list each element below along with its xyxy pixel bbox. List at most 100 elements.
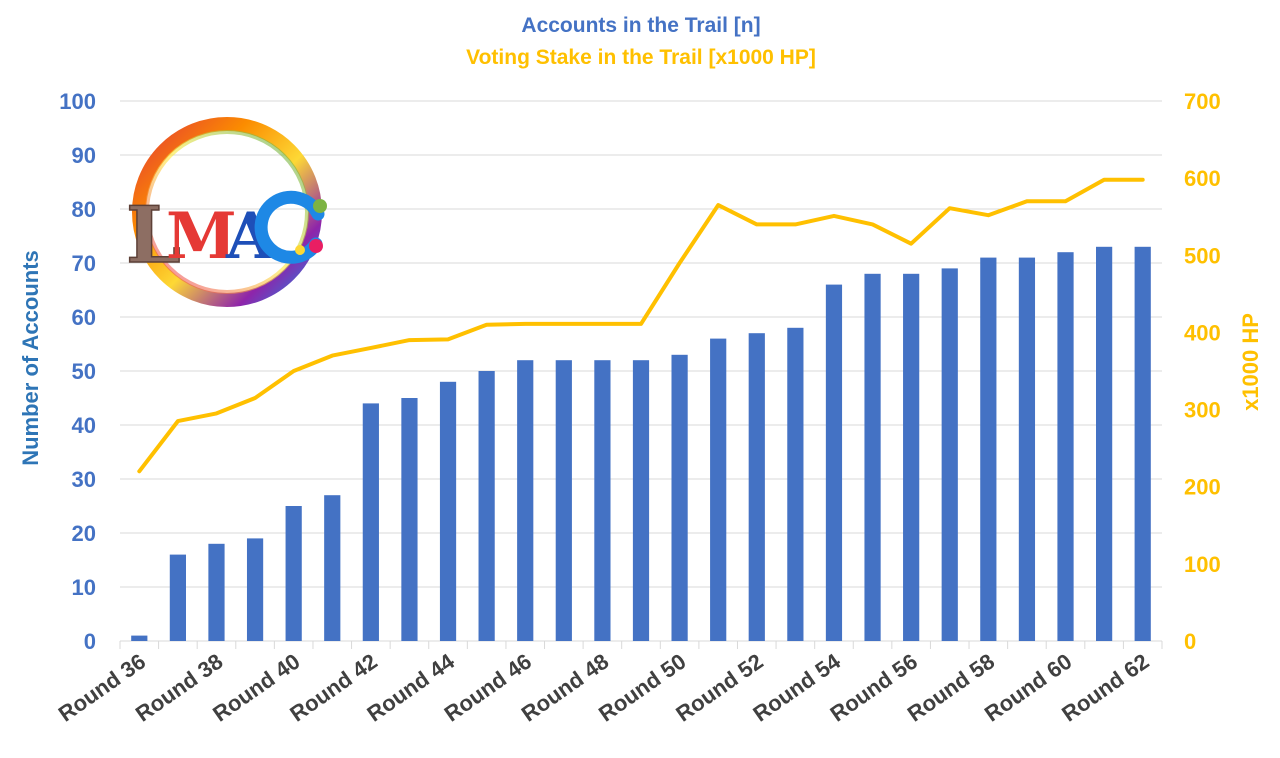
y2-axis-title: x1000 HP bbox=[1238, 313, 1263, 411]
line-point bbox=[756, 223, 758, 225]
y2-tick-label: 0 bbox=[1184, 629, 1196, 654]
y2-tick-label: 600 bbox=[1184, 166, 1221, 191]
bar bbox=[594, 360, 611, 641]
line-point bbox=[872, 223, 874, 225]
bar bbox=[1096, 246, 1113, 642]
bar bbox=[748, 333, 765, 641]
bar bbox=[1057, 252, 1074, 641]
line-point bbox=[794, 223, 796, 225]
x-tick-label: Round 46 bbox=[440, 649, 536, 727]
bar bbox=[632, 360, 650, 641]
line-point bbox=[331, 355, 333, 357]
bar bbox=[131, 635, 148, 641]
logo-dot-green bbox=[313, 199, 327, 213]
bar bbox=[941, 268, 958, 641]
logo-letter-l: L bbox=[126, 190, 181, 281]
chart-title: Accounts in the Trail [n] bbox=[521, 14, 760, 37]
y-tick-label: 50 bbox=[72, 359, 96, 384]
x-tick-label: Round 42 bbox=[285, 649, 381, 727]
y2-tick-label: 400 bbox=[1184, 320, 1221, 345]
bar bbox=[285, 506, 302, 641]
x-tick-label: Round 50 bbox=[594, 649, 690, 727]
x-tick-label: Round 48 bbox=[517, 649, 613, 727]
bar bbox=[208, 543, 225, 641]
bar bbox=[903, 273, 920, 641]
bar bbox=[169, 554, 186, 641]
y-tick-label: 30 bbox=[72, 467, 96, 492]
line-point bbox=[949, 207, 951, 209]
bar bbox=[864, 273, 881, 641]
y-tick-label: 0 bbox=[84, 629, 96, 654]
logo-dot-pink bbox=[309, 239, 323, 253]
y-tick-label: 60 bbox=[72, 305, 96, 330]
y-tick-label: 90 bbox=[72, 143, 96, 168]
bar bbox=[478, 371, 495, 641]
x-tick-label: Round 36 bbox=[54, 649, 150, 727]
y2-tick-label: 500 bbox=[1184, 243, 1221, 268]
bar bbox=[825, 284, 843, 641]
left-axis-ticks: 0 10 20 30 40 50 60 70 80 90 100 bbox=[59, 89, 96, 654]
line-point bbox=[910, 243, 912, 245]
bar bbox=[787, 327, 804, 641]
y2-tick-label: 100 bbox=[1184, 552, 1221, 577]
logo-letter-m: M bbox=[166, 199, 237, 274]
y-axis-title: Number of Accounts bbox=[18, 250, 43, 466]
line-point bbox=[1142, 179, 1144, 181]
bar bbox=[555, 360, 572, 641]
x-tick-label: Round 52 bbox=[671, 649, 767, 727]
logo-ring-inner bbox=[145, 130, 309, 294]
y-tick-label: 20 bbox=[72, 521, 96, 546]
y2-tick-label: 300 bbox=[1184, 398, 1221, 423]
bar bbox=[324, 495, 341, 641]
line-point bbox=[486, 324, 488, 326]
line-point bbox=[1065, 200, 1067, 202]
line-point bbox=[987, 214, 989, 216]
line-point bbox=[563, 323, 565, 325]
x-tick-label: Round 40 bbox=[208, 649, 304, 727]
x-tick-label: Round 38 bbox=[131, 649, 227, 727]
line-point bbox=[679, 262, 681, 264]
line-point bbox=[717, 204, 719, 206]
logo-letter-c bbox=[254, 190, 325, 264]
bar bbox=[710, 338, 727, 641]
y-tick-label: 10 bbox=[72, 575, 96, 600]
y-tick-label: 70 bbox=[72, 251, 96, 276]
line-point bbox=[408, 339, 410, 341]
line-point bbox=[640, 323, 642, 325]
line-point bbox=[138, 470, 140, 472]
line-point bbox=[177, 420, 179, 422]
bar bbox=[362, 403, 379, 641]
y2-tick-label: 700 bbox=[1184, 89, 1221, 114]
line-point bbox=[524, 323, 526, 325]
y-tick-label: 100 bbox=[59, 89, 96, 114]
bar-series bbox=[131, 246, 1151, 642]
line-point bbox=[215, 412, 217, 414]
line-point bbox=[447, 338, 449, 340]
line-point bbox=[1103, 179, 1105, 181]
bar bbox=[246, 538, 264, 641]
y2-tick-label: 200 bbox=[1184, 475, 1221, 500]
bar bbox=[980, 257, 997, 641]
right-axis-ticks: 0 100 200 300 400 500 600 700 bbox=[1184, 89, 1221, 654]
logo-dot-yellow bbox=[295, 245, 305, 255]
y-tick-label: 40 bbox=[72, 413, 96, 438]
bar bbox=[671, 354, 688, 641]
chart-subtitle: Voting Stake in the Trail [x1000 HP] bbox=[466, 46, 816, 69]
bar bbox=[1018, 257, 1036, 641]
bar bbox=[401, 398, 418, 641]
bar bbox=[517, 360, 534, 641]
line-point bbox=[833, 215, 835, 217]
line-point bbox=[293, 370, 295, 372]
x-tick-label: Round 60 bbox=[980, 649, 1076, 727]
y-tick-label: 80 bbox=[72, 197, 96, 222]
x-tick-label: Round 58 bbox=[903, 649, 999, 727]
x-tick-label: Round 56 bbox=[826, 649, 922, 727]
bar bbox=[439, 381, 457, 641]
line-point bbox=[1026, 200, 1028, 202]
line-point bbox=[254, 397, 256, 399]
line-point bbox=[370, 347, 372, 349]
bar bbox=[1134, 246, 1151, 642]
lmac-logo: L M A bbox=[125, 117, 327, 307]
